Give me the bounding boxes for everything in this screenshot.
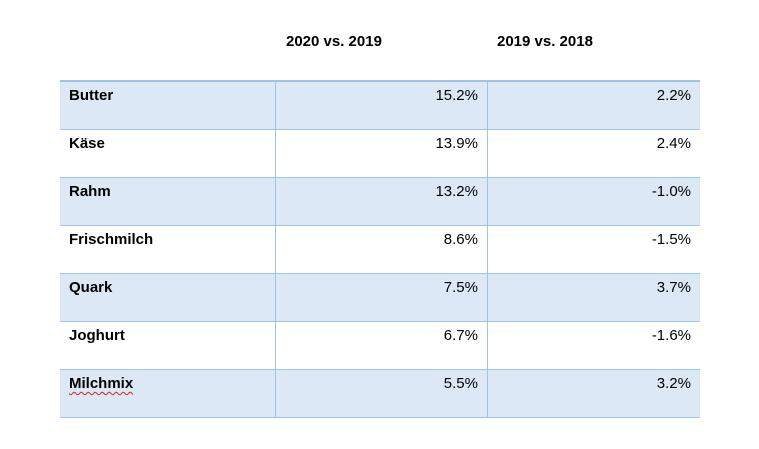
value-2020-vs-2019: 8.6% — [275, 226, 487, 273]
row-label: Butter — [69, 87, 114, 104]
table-row: Joghurt 6.7% -1.6% — [60, 321, 700, 369]
column-header-2019-vs-2018: 2019 vs. 2018 — [497, 33, 593, 50]
value-2019-vs-2018: 2.2% — [487, 82, 700, 129]
row-label: Quark — [69, 279, 113, 296]
row-label: Käse — [69, 135, 105, 152]
table-row: Milchmix 5.5% 3.2% — [60, 369, 700, 417]
table-row: Frischmilch 8.6% -1.5% — [60, 225, 700, 273]
table-row: Butter 15.2% 2.2% — [60, 82, 700, 129]
value-2019-vs-2018: -1.5% — [487, 226, 700, 273]
row-label: Frischmilch — [69, 231, 154, 248]
column-header-2020-vs-2019: 2020 vs. 2019 — [286, 33, 382, 50]
value-2020-vs-2019: 6.7% — [275, 322, 487, 369]
table-row: Käse 13.9% 2.4% — [60, 129, 700, 177]
value-2019-vs-2018: 3.7% — [487, 274, 700, 321]
value-2019-vs-2018: -1.6% — [487, 322, 700, 369]
value-2019-vs-2018: 2.4% — [487, 130, 700, 177]
data-table: Butter 15.2% 2.2% Käse 13.9% 2.4% Rahm 1… — [60, 80, 700, 418]
row-label-text: Milchmix — [69, 375, 134, 392]
row-label: Joghurt — [69, 327, 125, 344]
value-2019-vs-2018: -1.0% — [487, 178, 700, 225]
value-2020-vs-2019: 13.9% — [275, 130, 487, 177]
value-2019-vs-2018: 3.2% — [487, 370, 700, 417]
table-row: Quark 7.5% 3.7% — [60, 273, 700, 321]
value-2020-vs-2019: 7.5% — [275, 274, 487, 321]
table-row: Rahm 13.2% -1.0% — [60, 177, 700, 225]
value-2020-vs-2019: 15.2% — [275, 82, 487, 129]
row-label: Milchmix — [60, 370, 275, 417]
value-2020-vs-2019: 13.2% — [275, 178, 487, 225]
row-label: Rahm — [69, 183, 111, 200]
value-2020-vs-2019: 5.5% — [275, 370, 487, 417]
